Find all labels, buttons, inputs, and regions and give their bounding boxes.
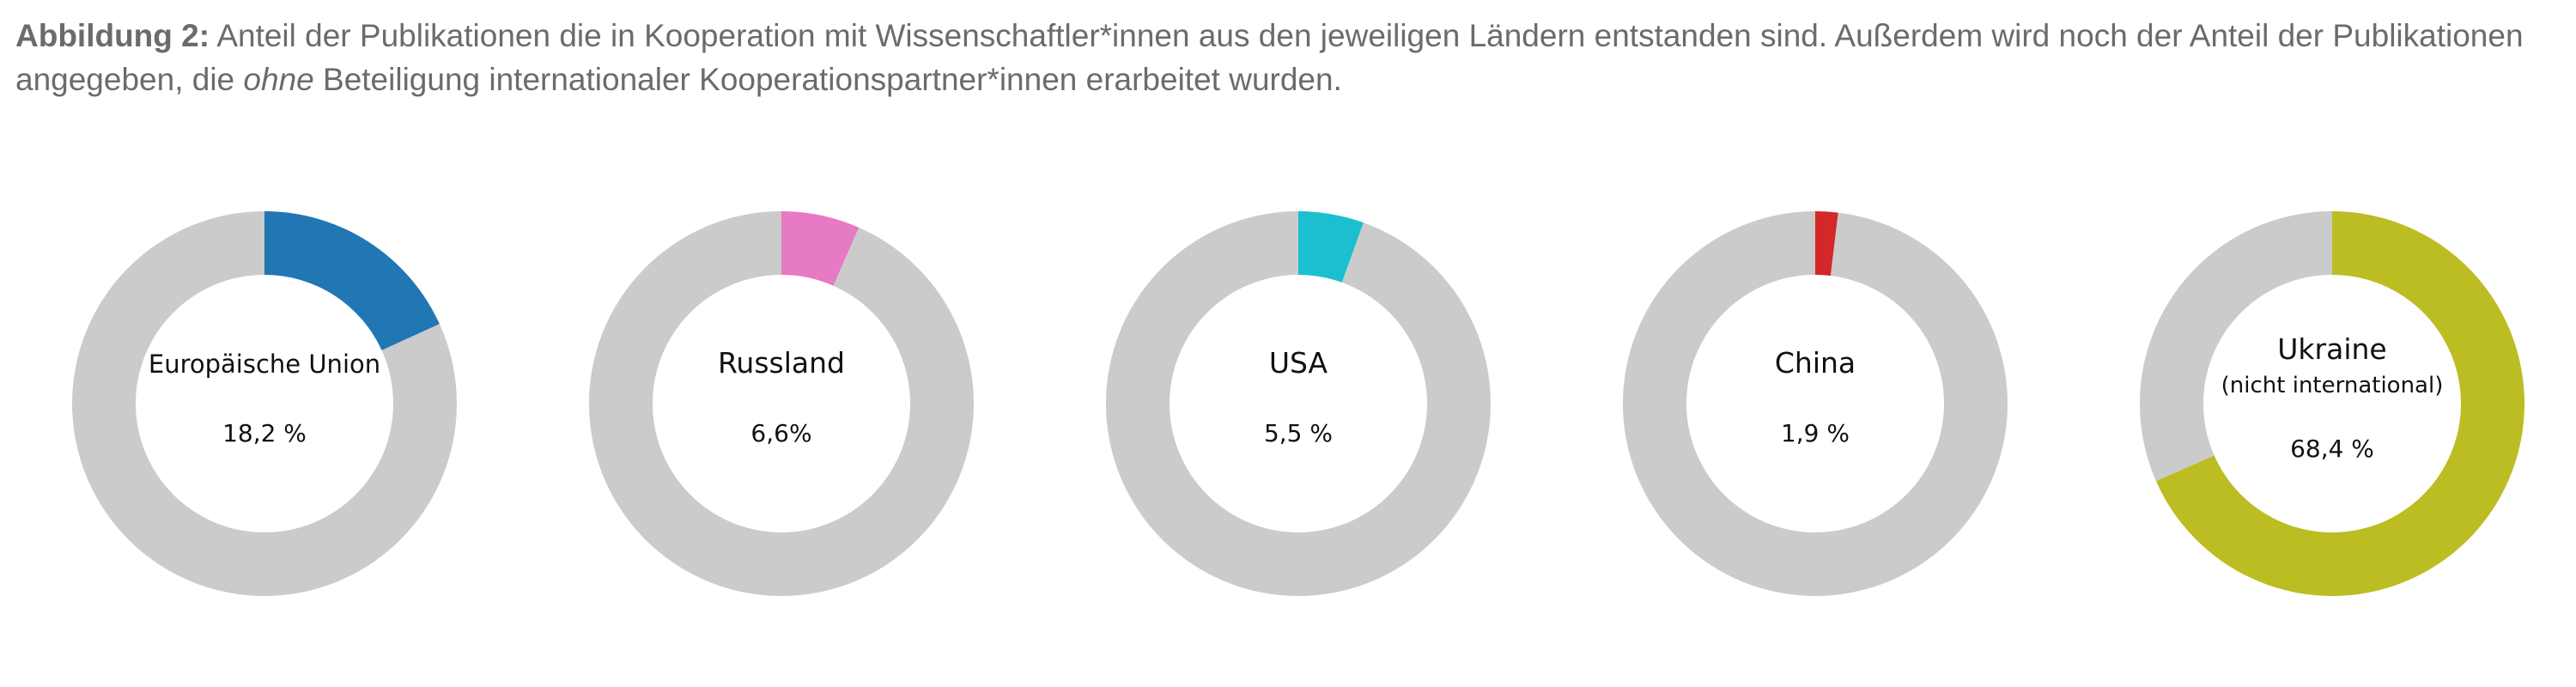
donut-slice-value — [1298, 211, 1364, 283]
donut-center-label: Russland — [718, 346, 845, 380]
donut-value-label: 1,9 % — [1781, 419, 1850, 447]
donut-chart: Russland 6,6% — [589, 211, 974, 596]
donut-value-label: 5,5 % — [1264, 419, 1333, 447]
figure-caption-text-2: Beteiligung internationaler Kooperations… — [313, 62, 1342, 97]
donut-slice-value — [781, 211, 860, 286]
donut-slice-value — [2155, 211, 2525, 597]
donut-center-label: Europäische Union — [149, 350, 380, 379]
donut-slice-value — [264, 211, 440, 350]
figure-caption: Abbildung 2: Anteil der Publikationen di… — [15, 14, 2557, 101]
donut-value-label: 18,2 % — [222, 419, 307, 447]
donut-slice-remainder — [1106, 211, 1492, 596]
donut-value-label: 6,6% — [750, 419, 811, 447]
donut-chart: Ukraine (nicht international) 68,4 % — [2140, 211, 2525, 597]
donut-center-label: Ukraine — [2277, 332, 2386, 366]
donut-chart: USA 5,5 % — [1106, 211, 1492, 596]
donut-slice-remainder — [2140, 211, 2332, 482]
donut-center-sublabel: (nicht international) — [2221, 373, 2444, 398]
donut-chart: China 1,9 % — [1623, 211, 2008, 596]
figure-caption-label: Abbildung 2: — [15, 18, 210, 53]
donut-slice-remainder — [72, 211, 458, 597]
donut-center-label: China — [1775, 346, 1856, 380]
donut-slice-value — [1815, 211, 1838, 277]
donut-value-label: 68,4 % — [2290, 435, 2374, 463]
donut-center-label: USA — [1269, 346, 1328, 380]
donut-slice-remainder — [1623, 211, 2008, 596]
figure-caption-text-1: Anteil der Publikationen die in Kooperat… — [15, 18, 2524, 97]
donut-chart: Europäische Union 18,2 % — [72, 211, 458, 597]
donut-slice-remainder — [589, 211, 974, 596]
figure-caption-emphasis: ohne — [243, 62, 314, 97]
